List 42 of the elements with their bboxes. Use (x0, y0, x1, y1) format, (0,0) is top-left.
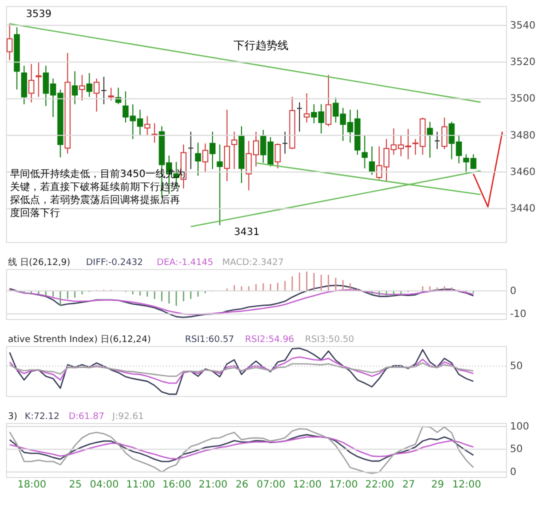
x-tick-label: 17:00 (329, 480, 358, 490)
series-label: RSI1:60.57 (185, 335, 234, 345)
x-tick-label: 27 (402, 480, 416, 490)
text: K:72.12 (24, 412, 60, 422)
annotation: 下行趋势线 (234, 39, 288, 52)
text: D:61.87 (68, 412, 104, 422)
text: DIFF:-0.2432 (86, 258, 144, 268)
x-tick-label: 18:00 (17, 480, 46, 490)
x-tick-label: 12:00 (292, 480, 322, 490)
y-tick-label: 3480 (510, 130, 536, 142)
x-tick-label: 26 (236, 480, 248, 490)
x-tick-label: 29 (431, 480, 444, 490)
annotation: 3431 (234, 227, 260, 238)
annotation: 3539 (26, 9, 52, 20)
x-tick-label: 21:00 (198, 480, 228, 490)
chart-title: 线 日(26,12,9) (8, 257, 70, 268)
annotation: 度回落下行 (10, 207, 60, 219)
chart-title: ative Strenth Index) 日(6,12,24) (8, 335, 151, 345)
y-tick-label: 100 (510, 422, 530, 433)
x-tick-label: 12:00 (452, 480, 482, 490)
series-label: J:92.61 (111, 412, 144, 422)
chart-title: 3) (8, 412, 18, 422)
x-tick-label: 07:00 (256, 480, 286, 490)
text: DEA:-1.4145 (156, 258, 214, 268)
x-tick-label: 04:00 (90, 480, 119, 490)
y-tick-label: -10 (510, 308, 526, 320)
y-tick-label: 3500 (510, 94, 536, 105)
series-label: RSI2:54.96 (245, 335, 294, 345)
text: RSI3:50.50 (305, 335, 354, 345)
y-tick-label: 0 (510, 466, 516, 478)
annotation: 探低点，若弱势震荡后回调将提振后再 (10, 194, 180, 206)
y-tick-label: 3540 (510, 20, 536, 32)
x-tick-label: 11:00 (126, 480, 155, 490)
y-tick-label: 3460 (510, 167, 536, 178)
y-tick-label: 50 (510, 444, 523, 456)
x-tick-label: 22:00 (365, 480, 394, 490)
y-tick-label: 0 (510, 286, 516, 297)
series-label: MACD:2.3427 (222, 258, 284, 268)
x-tick-label: 25 (68, 480, 82, 490)
x-tick-label: 16:00 (162, 480, 192, 490)
y-tick-label: 3520 (510, 57, 536, 68)
y-tick-label: 3440 (510, 204, 536, 215)
